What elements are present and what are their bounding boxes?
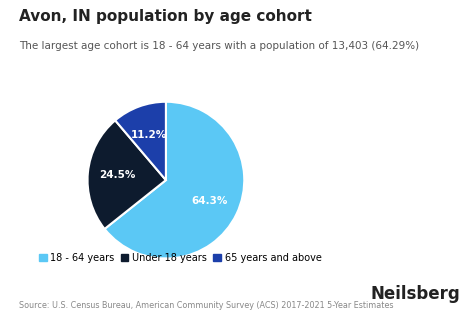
Text: The largest age cohort is 18 - 64 years with a population of 13,403 (64.29%): The largest age cohort is 18 - 64 years … [19, 41, 419, 51]
Text: Source: U.S. Census Bureau, American Community Survey (ACS) 2017-2021 5-Year Est: Source: U.S. Census Bureau, American Com… [19, 301, 393, 310]
Text: Avon, IN population by age cohort: Avon, IN population by age cohort [19, 9, 312, 24]
Wedge shape [88, 120, 166, 229]
Text: 11.2%: 11.2% [131, 130, 167, 139]
Text: Neilsberg: Neilsberg [370, 285, 460, 303]
Text: 64.3%: 64.3% [191, 196, 228, 206]
Wedge shape [115, 102, 166, 180]
Text: 24.5%: 24.5% [100, 170, 136, 180]
Wedge shape [105, 102, 244, 258]
Legend: 18 - 64 years, Under 18 years, 65 years and above: 18 - 64 years, Under 18 years, 65 years … [35, 249, 325, 267]
